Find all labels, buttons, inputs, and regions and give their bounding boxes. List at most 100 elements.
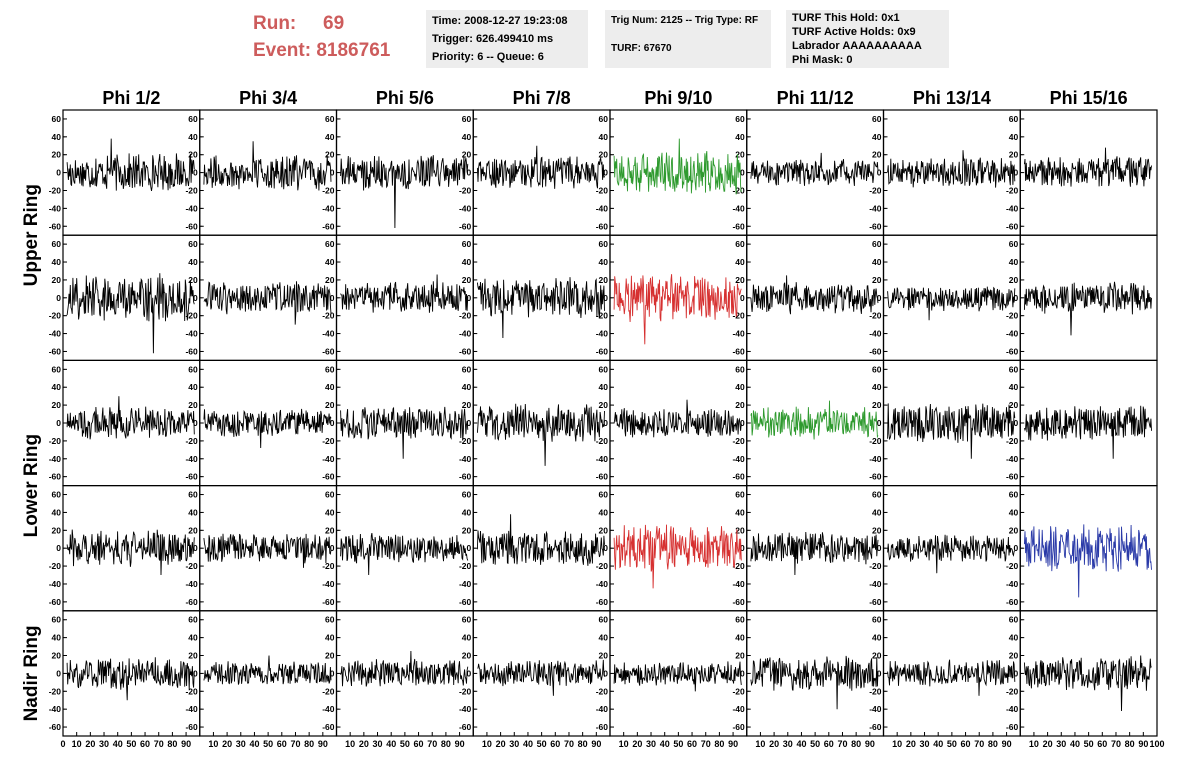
y-tick-label: 60 — [462, 490, 472, 500]
waveform-trace — [750, 400, 879, 440]
x-tick-label: 20 — [359, 739, 369, 749]
x-tick-label: 60 — [414, 739, 424, 749]
y-tick-label: 40 — [52, 257, 62, 267]
x-tick-label: 80 — [1125, 739, 1135, 749]
y-tick-label: 20 — [1009, 651, 1019, 661]
y-tick-label: -60 — [596, 472, 609, 482]
y-tick-label: -60 — [322, 722, 335, 732]
y-tick-label: 60 — [52, 114, 62, 124]
y-tick-label: -60 — [185, 597, 198, 607]
y-tick-label: 40 — [188, 132, 198, 142]
y-tick-label: 0 — [740, 668, 745, 678]
x-tick-label: 30 — [99, 739, 109, 749]
y-tick-label: -20 — [869, 436, 882, 446]
x-tick-label: 60 — [140, 739, 150, 749]
x-tick-label: 30 — [920, 739, 930, 749]
y-tick-label: 60 — [462, 615, 472, 625]
y-tick-label: -40 — [869, 203, 882, 213]
y-tick-label: -60 — [732, 597, 745, 607]
y-tick-label: -60 — [732, 221, 745, 231]
y-tick-label: 60 — [599, 114, 609, 124]
y-tick-label: 20 — [462, 400, 472, 410]
y-tick-label: 60 — [599, 239, 609, 249]
y-tick-label: 0 — [56, 293, 61, 303]
x-tick-label: 30 — [509, 739, 519, 749]
y-tick-label: 40 — [462, 633, 472, 643]
trigger-text: Trigger: 626.499410 ms — [432, 33, 554, 45]
panel-frame — [199, 234, 338, 361]
y-tick-label: -40 — [869, 329, 882, 339]
y-tick-label: -60 — [1006, 597, 1019, 607]
y-tick-label: 20 — [599, 525, 609, 535]
x-tick-label: 80 — [441, 739, 451, 749]
y-tick-label: 40 — [52, 382, 62, 392]
x-tick-label: 70 — [290, 739, 300, 749]
y-tick-label: 0 — [1014, 293, 1019, 303]
y-tick-label: -20 — [459, 686, 472, 696]
waveform-trace — [1023, 524, 1152, 598]
y-tick-label: 20 — [188, 275, 198, 285]
y-tick-label: -60 — [459, 346, 472, 356]
y-tick-label: -20 — [322, 686, 335, 696]
y-tick-label: -20 — [596, 185, 609, 195]
turf-info-box: TURF This Hold: 0x1 TURF Active Holds: 0… — [786, 10, 949, 68]
y-tick-label: 40 — [325, 633, 335, 643]
y-tick-label: 60 — [325, 239, 335, 249]
y-tick-label: 60 — [188, 615, 198, 625]
y-tick-label: -60 — [1006, 472, 1019, 482]
y-tick-label: -40 — [185, 704, 198, 714]
y-tick-label: 40 — [599, 633, 609, 643]
y-tick-label: 60 — [1009, 364, 1019, 374]
y-tick-label: -40 — [185, 454, 198, 464]
y-tick-label: 40 — [735, 132, 745, 142]
y-tick-label: 20 — [188, 150, 198, 160]
y-tick-label: 0 — [56, 668, 61, 678]
y-tick-label: 60 — [735, 615, 745, 625]
y-tick-label: 40 — [1009, 382, 1019, 392]
x-tick-label: 20 — [906, 739, 916, 749]
waveform-trace — [476, 145, 605, 189]
y-tick-label: 20 — [735, 275, 745, 285]
y-tick-label: 0 — [877, 668, 882, 678]
y-tick-label: 0 — [740, 418, 745, 428]
waveform-trace — [66, 138, 195, 191]
x-tick-label: 70 — [701, 739, 711, 749]
y-tick-label: 20 — [872, 525, 882, 535]
x-tick-label: 60 — [550, 739, 560, 749]
y-tick-label: 40 — [872, 633, 882, 643]
y-tick-label: 60 — [188, 239, 198, 249]
waveform-trace — [203, 408, 332, 449]
y-tick-label: 60 — [735, 490, 745, 500]
waveform-trace — [1023, 147, 1152, 187]
column-header: Phi 1/2 — [102, 88, 160, 108]
y-tick-label: -60 — [869, 597, 882, 607]
waveform-trace — [66, 273, 195, 354]
y-tick-label: 60 — [462, 239, 472, 249]
y-tick-label: 20 — [462, 525, 472, 535]
waveform-trace — [340, 406, 469, 459]
y-tick-label: -40 — [49, 704, 62, 714]
y-tick-label: -60 — [49, 597, 62, 607]
waveform-trace — [887, 659, 1016, 696]
y-tick-label: 0 — [56, 418, 61, 428]
y-tick-label: 60 — [1009, 615, 1019, 625]
y-tick-label: 20 — [325, 275, 335, 285]
turf-text: TURF: 67670 — [611, 43, 672, 54]
y-tick-label: -20 — [185, 686, 198, 696]
y-tick-label: 0 — [1014, 168, 1019, 178]
y-tick-label: 0 — [467, 168, 472, 178]
y-tick-label: -20 — [869, 311, 882, 321]
event-label: Event: — [253, 40, 312, 61]
y-tick-label: 40 — [599, 382, 609, 392]
y-tick-label: 20 — [599, 400, 609, 410]
y-tick-label: -60 — [1006, 722, 1019, 732]
y-tick-label: 60 — [52, 615, 62, 625]
y-tick-label: 0 — [56, 168, 61, 178]
y-tick-label: 0 — [330, 418, 335, 428]
y-tick-label: -60 — [596, 597, 609, 607]
y-tick-label: 0 — [877, 543, 882, 553]
x-tick-label: 70 — [974, 739, 984, 749]
y-tick-label: -60 — [185, 472, 198, 482]
x-tick-label: 20 — [222, 739, 232, 749]
y-tick-label: 0 — [467, 418, 472, 428]
